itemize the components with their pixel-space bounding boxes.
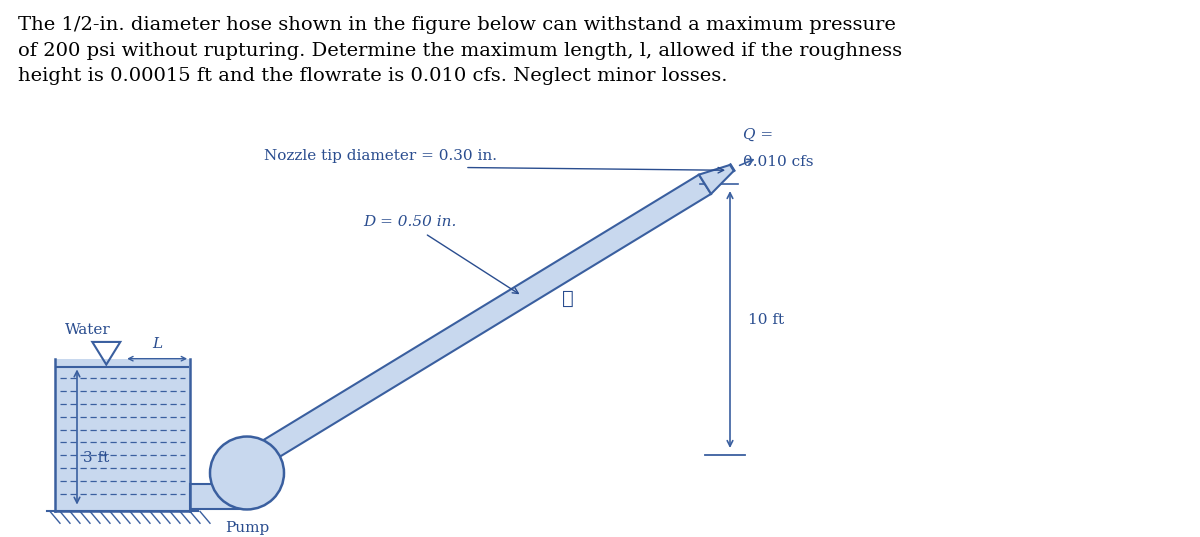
Text: 10 ft: 10 ft [748, 313, 784, 326]
Text: L: L [152, 337, 162, 351]
Text: ℓ: ℓ [562, 290, 574, 308]
Text: Water: Water [65, 323, 110, 337]
Text: Nozzle tip diameter = 0.30 in.: Nozzle tip diameter = 0.30 in. [264, 149, 497, 163]
Bar [55, 359, 190, 511]
Polygon shape [263, 175, 712, 460]
Polygon shape [698, 165, 734, 194]
Bar [190, 484, 245, 510]
Text: 0.010 cfs: 0.010 cfs [743, 155, 814, 169]
Text: Q =: Q = [743, 128, 773, 142]
Text: The 1/2-in. diameter hose shown in the figure below can withstand a maximum pres: The 1/2-in. diameter hose shown in the f… [18, 16, 902, 85]
Text: Pump: Pump [224, 521, 269, 535]
Text: D = 0.50 in.: D = 0.50 in. [364, 215, 457, 229]
Text: 3 ft: 3 ft [83, 451, 109, 465]
Circle shape [210, 437, 284, 510]
